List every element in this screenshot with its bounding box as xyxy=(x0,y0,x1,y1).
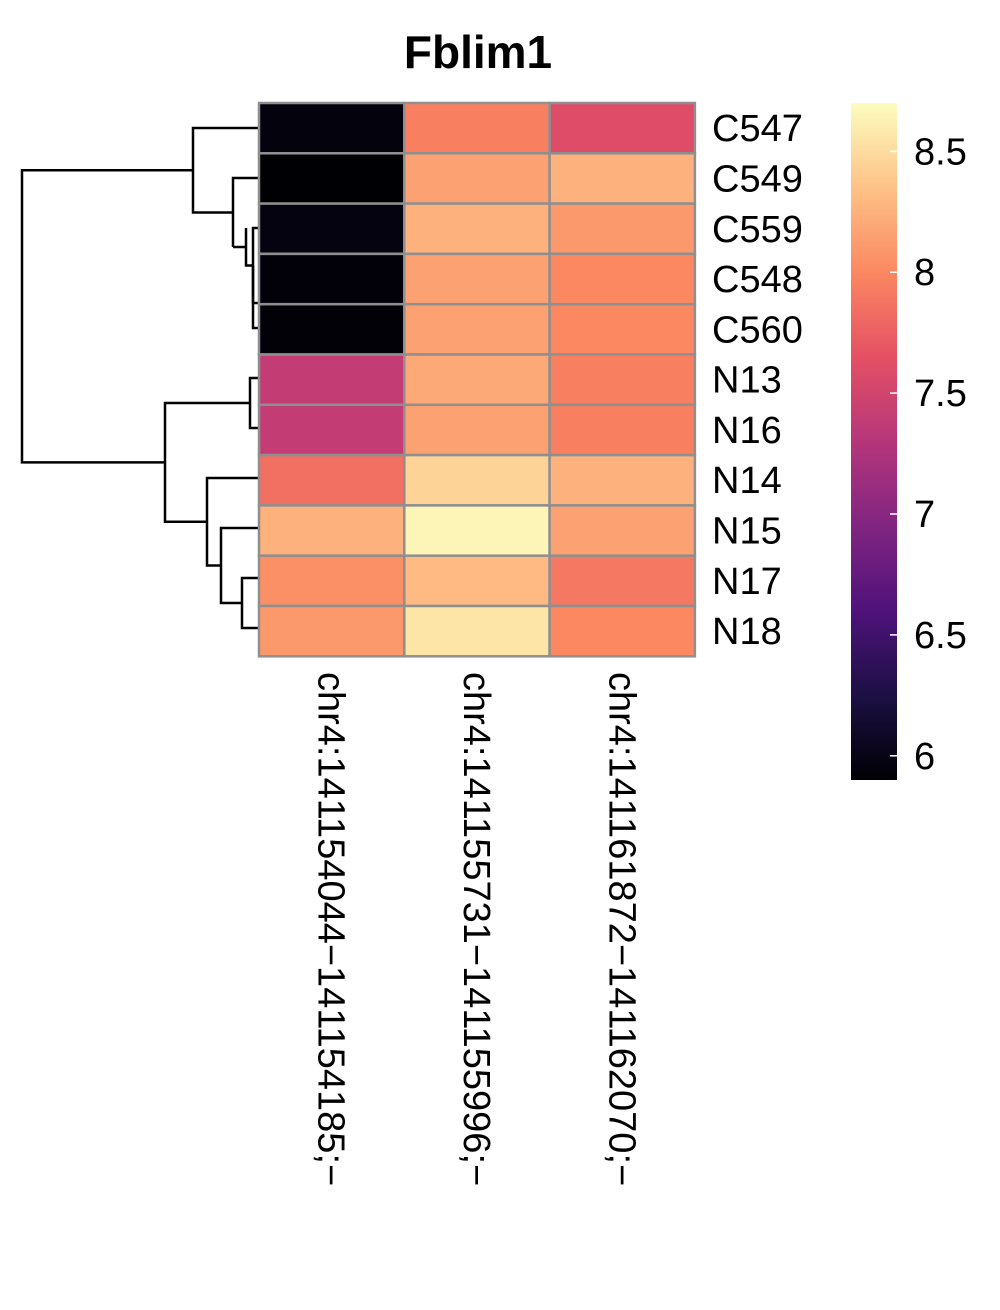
row-label: C559 xyxy=(712,209,803,251)
colorbar-tick-label: 8 xyxy=(914,252,935,294)
column-labels: chr4:141154044−141154185;− chr4:141155731… xyxy=(310,672,643,1186)
heatmap-cell xyxy=(403,604,551,658)
colorbar-tick-label: 6.5 xyxy=(914,615,967,657)
row-label: N17 xyxy=(712,561,782,603)
heatmap-cell xyxy=(548,604,697,658)
colorbar-tick-label: 8.5 xyxy=(914,131,967,173)
heatmap-cell xyxy=(403,252,551,306)
heatmap-cell xyxy=(548,554,697,608)
heatmap-cell xyxy=(548,453,697,507)
heatmap-cell xyxy=(548,101,697,155)
row-label: N18 xyxy=(712,611,782,653)
colorbar-tick-label: 7 xyxy=(914,494,935,536)
row-label: N15 xyxy=(712,511,782,553)
row-dendrogram xyxy=(20,126,258,630)
row-label: C548 xyxy=(712,259,803,301)
heatmap-cell xyxy=(257,101,406,155)
heatmap-cell xyxy=(257,152,406,205)
row-label: C549 xyxy=(712,159,803,201)
colorbar-tick-label: 7.5 xyxy=(914,373,967,415)
row-labels: C547 C549 C559 C548 C560 N13 N16 N14 N15 N17 N18 xyxy=(712,108,803,653)
dendrogram-branch xyxy=(231,176,258,247)
row-label: N13 xyxy=(712,360,782,402)
dendrogram-branch xyxy=(191,126,258,214)
heatmap-cell xyxy=(257,353,406,407)
heatmap-cell xyxy=(403,504,551,557)
heatmap-cell xyxy=(403,353,551,407)
heatmap-cell xyxy=(548,152,697,205)
dendrogram-branch xyxy=(251,265,258,330)
column-label: chr4:141154044−141154185;− xyxy=(310,672,352,1186)
heatmap-cell xyxy=(403,152,551,205)
heatmap-cell xyxy=(403,302,551,356)
heatmap-cell xyxy=(257,403,406,457)
column-label: chr4:141161872−141162070;− xyxy=(600,672,642,1186)
colorbar-ticks: 6 6.5 7 7.5 8 8.5 xyxy=(890,131,967,778)
dendrogram-branch xyxy=(20,169,193,464)
heatmap-cell xyxy=(403,453,551,507)
heatmap-cell xyxy=(257,252,406,306)
row-label: N14 xyxy=(712,460,782,502)
heatmap-cell xyxy=(548,353,697,407)
chart-title: Fblim1 xyxy=(404,26,552,78)
dendrogram-branch xyxy=(244,228,253,267)
heatmap-cell xyxy=(257,504,406,557)
heatmap-cell xyxy=(548,252,697,306)
heatmap-cell xyxy=(257,302,406,356)
heatmap-cell xyxy=(257,554,406,608)
row-label: C560 xyxy=(712,309,803,351)
heatmap-cell xyxy=(548,202,697,256)
heatmap-cell xyxy=(548,403,697,457)
row-label: C547 xyxy=(712,108,803,150)
heatmap-cell xyxy=(403,202,551,256)
colorbar-tick-label: 6 xyxy=(914,736,935,778)
dendrogram-branch xyxy=(248,376,258,430)
heatmap-cell xyxy=(403,101,551,155)
dendrogram-branch xyxy=(205,476,258,567)
heatmap-cell xyxy=(257,202,406,256)
dendrogram-branch xyxy=(240,576,258,630)
heatmap-cell xyxy=(403,554,551,608)
column-label: chr4:141155731−141155996;− xyxy=(455,672,497,1186)
heatmap-cell xyxy=(257,453,406,507)
heatmap-cell xyxy=(257,604,406,658)
dendrogram-branch xyxy=(219,526,258,605)
heatmap-cell xyxy=(548,302,697,356)
row-label: N16 xyxy=(712,410,782,452)
heatmap-cells xyxy=(257,101,697,658)
heatmap-cell xyxy=(548,504,697,557)
colorbar xyxy=(851,103,897,780)
heatmap-cell xyxy=(403,403,551,457)
